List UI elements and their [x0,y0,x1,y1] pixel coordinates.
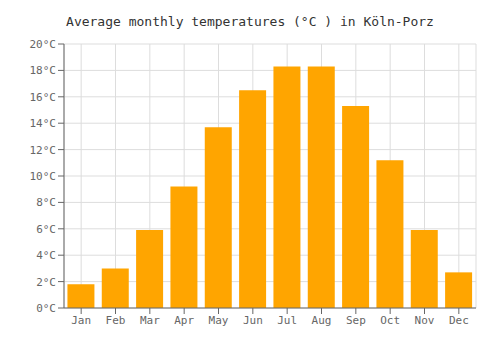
html-text:Average monthly temperatures (: Average monthly temperatures (°C ) in Kö… [66,14,434,29]
svg-text:Nov: Nov [415,314,435,327]
svg-text:Oct: Oct [380,314,400,327]
svg-text:Mar: Mar [140,314,160,327]
svg-text:Jun: Jun [243,314,263,327]
svg-text:6°C: 6°C [36,223,56,236]
svg-text:0°C: 0°C [36,302,56,315]
svg-text:4°C: 4°C [36,249,56,262]
svg-text:12°C: 12°C [30,144,57,157]
svg-text:2°C: 2°C [36,276,56,289]
svg-text:Sep: Sep [346,314,366,327]
svg-text:Apr: Apr [174,314,194,327]
svg-text:Jan: Jan [71,314,91,327]
svg-text:Aug: Aug [312,314,332,327]
svg-text:8°C: 8°C [36,196,56,209]
svg-text:10°C: 10°C [30,170,57,183]
svg-text:14°C: 14°C [30,117,57,130]
svg-text:Dec: Dec [449,314,469,327]
svg-text:May: May [209,314,229,327]
svg-text:18°C: 18°C [30,64,57,77]
svg-text:20°C: 20°C [30,38,57,51]
svg-text:Jul: Jul [277,314,297,327]
svg-text:Feb: Feb [106,314,126,327]
svg-text:16°C: 16°C [30,91,57,104]
